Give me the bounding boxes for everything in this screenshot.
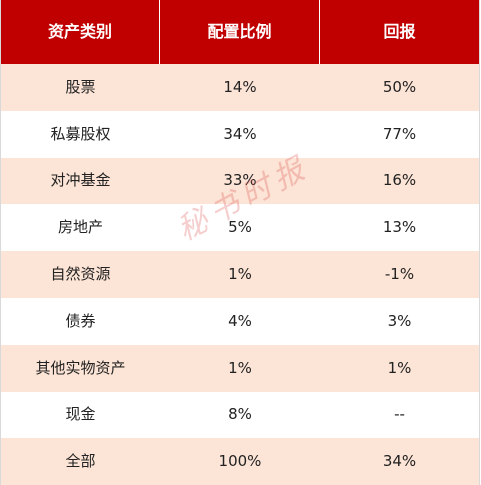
allocation-cell: 14%	[223, 77, 257, 96]
allocation-cell: 8%	[228, 405, 252, 424]
return-cell: --	[394, 405, 405, 424]
table-row: 现金 8% --	[1, 391, 479, 439]
asset-class-cell: 私募股权	[50, 124, 111, 143]
table-row: 私募股权 34% 77%	[1, 110, 479, 158]
asset-class-cell: 债券	[65, 311, 96, 330]
return-cell: 50%	[382, 77, 417, 96]
return-cell: 13%	[382, 218, 417, 237]
table-row: 房地产 5% 13%	[1, 204, 479, 252]
header-return: 回报	[383, 22, 416, 41]
table-header-row: 资产类别 配置比例 回报	[1, 0, 479, 64]
allocation-cell: 4%	[228, 311, 252, 330]
allocation-cell: 1%	[228, 265, 252, 284]
table-row: 债券 4% 3%	[1, 297, 479, 345]
allocation-cell: 34%	[223, 124, 257, 143]
table-row: 股票 14% 50%	[1, 64, 479, 111]
allocation-cell: 1%	[228, 358, 252, 377]
asset-class-cell: 对冲基金	[50, 171, 111, 190]
return-cell: -1%	[384, 265, 415, 284]
return-cell: 1%	[387, 358, 412, 377]
header-asset-class: 资产类别	[1, 0, 160, 64]
table-row: 其他实物资产 1% 1%	[1, 344, 479, 392]
allocation-cell: 33%	[223, 171, 257, 190]
return-cell: 16%	[382, 171, 417, 190]
asset-class-cell: 其他实物资产	[35, 358, 126, 377]
table-row: 自然资源 1% -1%	[1, 251, 479, 298]
return-cell: 34%	[382, 452, 417, 471]
allocation-cell: 5%	[228, 218, 252, 237]
asset-class-cell: 自然资源	[50, 265, 111, 284]
header-allocation: 配置比例	[160, 0, 320, 64]
return-cell: 77%	[382, 124, 417, 143]
allocation-cell: 100%	[218, 452, 262, 471]
asset-class-cell: 现金	[65, 405, 96, 424]
asset-class-cell: 股票	[65, 77, 96, 96]
asset-class-cell: 房地产	[57, 218, 103, 237]
asset-class-cell: 全部	[65, 452, 96, 471]
table-row: 对冲基金 33% 16%	[1, 157, 479, 205]
table-row-total: 全部 100% 34%	[1, 438, 479, 485]
return-cell: 3%	[387, 311, 412, 330]
